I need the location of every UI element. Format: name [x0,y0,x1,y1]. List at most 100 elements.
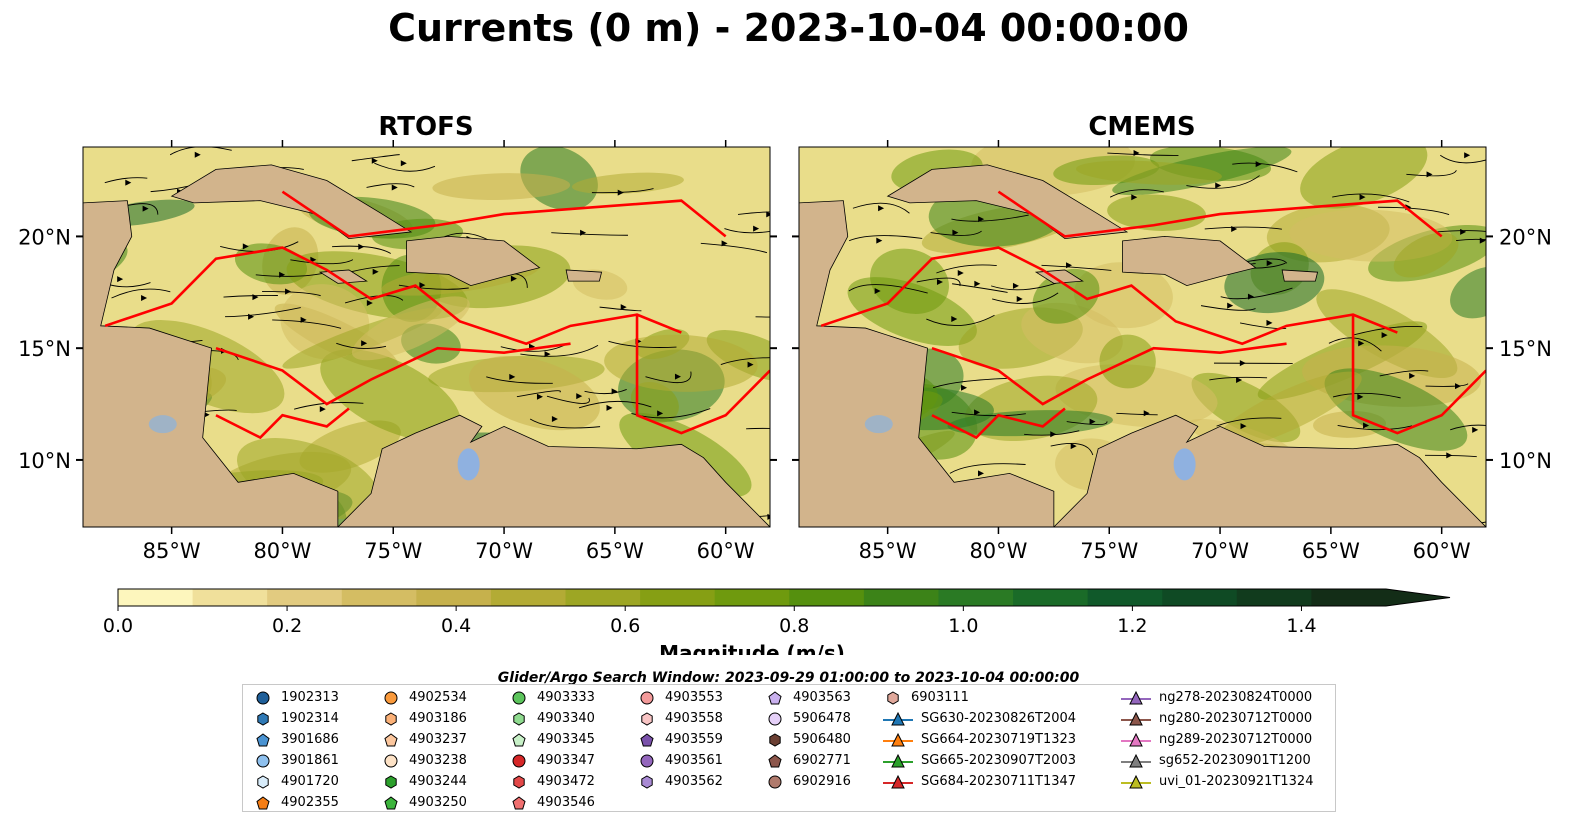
streamline [1406,170,1457,177]
legend-item[interactable]: 4903553 [637,687,723,708]
streamline [1379,370,1429,377]
map-panel-rtofs[interactable] [47,134,834,566]
legend-item[interactable]: 4903345 [509,729,595,750]
colorbar-segment [416,589,492,606]
legend-item[interactable]: 4903559 [637,729,723,750]
legend-item[interactable]: 4903562 [637,771,723,792]
lon-tick-label: 80°W [253,539,311,563]
streamline-arrow [779,314,785,320]
legend-item[interactable]: 4903546 [509,792,595,813]
argo-float-marker-icon [512,795,526,809]
legend-item[interactable]: SG630-20230826T2004 [883,708,1076,729]
argo-float-marker-icon [384,691,398,704]
current-magnitude-patch [1393,232,1459,278]
legend-item[interactable]: 4903186 [381,708,467,729]
legend-item[interactable]: 4903340 [509,708,595,729]
legend-item[interactable]: sg652-20230901T1200 [1121,750,1313,771]
legend-item[interactable]: 4902355 [253,792,339,813]
legend-item-label: 4903563 [793,690,851,705]
glider-marker-icon [1121,711,1151,725]
streamline [1332,392,1401,399]
streamline [933,378,1007,389]
streamline [366,183,415,188]
legend-item[interactable]: 1902313 [253,687,339,708]
legend-item[interactable]: 4903347 [509,750,595,771]
current-magnitude-patch [1075,160,1222,185]
legend-item-label: 5906478 [793,711,851,726]
current-magnitude-patch [320,349,461,441]
colorbar-ticks: 0.0 0.2 0.4 0.6 0.8 1.0 1.2 1.4 [103,606,1317,637]
streamline-arrow [753,225,760,232]
streamline-arrow [1012,282,1019,289]
streamline-arrow [936,278,943,285]
streamline [351,265,400,273]
legend-item[interactable]: ng278-20230824T0000 [1121,687,1313,708]
colorbar-outline [117,588,1451,607]
current-magnitude-patch [351,296,470,361]
streamline [225,307,301,318]
streamline [1209,376,1268,381]
legend-item[interactable]: 6902771 [765,750,851,771]
legend-item[interactable]: SG684-20230711T1347 [883,771,1076,792]
legend-item[interactable]: uvi_01-20230921T1324 [1121,771,1313,792]
legend-item[interactable]: 5906478 [765,708,851,729]
streamline-arrow [544,351,551,358]
legend-item[interactable]: 4903563 [765,687,851,708]
streamline [951,411,1026,417]
legend-item[interactable]: 4901720 [253,771,339,792]
legend-item[interactable]: 6902916 [765,771,851,792]
streamline-arrow [773,426,779,432]
legend-item[interactable]: 4903237 [381,729,467,750]
streamline-arrow [1460,228,1467,235]
argo-float-marker-icon [769,732,781,747]
legend-item[interactable]: 4903238 [381,750,467,771]
streamline [1041,264,1112,271]
legend-column: 4903553 4903558 4903559 4903561 4903562 [637,687,723,792]
legend-item[interactable]: 4903558 [637,708,723,729]
streamline-arrow [510,275,517,282]
colorbar-tick-label: 1.4 [1286,615,1316,637]
legend-item[interactable]: 1902314 [253,708,339,729]
legend-item[interactable]: SG664-20230719T1323 [883,729,1076,750]
legend-column: 6903111 SG630-20230826T2004 SG664-20230719… [883,687,1076,792]
streamline [1332,193,1410,203]
colorbar-segment [118,589,194,606]
colorbar-extend-arrow [1386,589,1450,606]
legend-item[interactable]: SG665-20230907T2003 [883,750,1076,771]
legend-item[interactable]: 4903472 [509,771,595,792]
colorbar-tick-label: 0.0 [103,615,133,637]
legend-item[interactable]: ng289-20230712T0000 [1121,729,1313,750]
argo-float-marker-icon [256,732,270,746]
glider-marker-icon [1121,732,1151,746]
legend-item[interactable]: 3901861 [253,750,339,771]
streamline [1186,175,1260,189]
map-panel-cmems[interactable] [761,121,1562,542]
legend-item[interactable]: 4903561 [637,750,723,771]
streamline-arrow [957,270,964,277]
lon-tick-label: 65°W [586,539,644,563]
legend-item-label: ng278-20230824T0000 [1159,690,1313,705]
legend-item[interactable]: ng280-20230712T0000 [1121,708,1313,729]
legend-item[interactable]: 5906480 [765,729,851,750]
streamline [551,232,628,236]
streamline [1239,322,1287,330]
streamline [1109,189,1164,198]
streamline [1337,425,1413,431]
streamline [398,284,469,290]
argo-float-marker-icon [257,711,269,726]
eez-boundary [820,246,1398,346]
legend-item[interactable]: 6903111 [883,687,1076,708]
streamline-arrow [142,205,149,212]
legend-item[interactable]: 4902534 [381,687,467,708]
streamline [111,288,171,299]
legend-column: 1902313 1902314 3901686 3901861 4901720 49023… [253,687,339,813]
legend-item[interactable]: 4903333 [509,687,595,708]
argo-float-marker-icon [512,754,526,767]
streamline-arrow [1239,360,1246,367]
legend-item[interactable]: 4903244 [381,771,467,792]
legend-item[interactable]: 3901686 [253,729,339,750]
lat-tick-label: 10°N [18,449,71,473]
current-magnitude-patch [604,334,758,392]
land-mass [799,200,1055,527]
legend-item[interactable]: 4903250 [381,792,467,813]
